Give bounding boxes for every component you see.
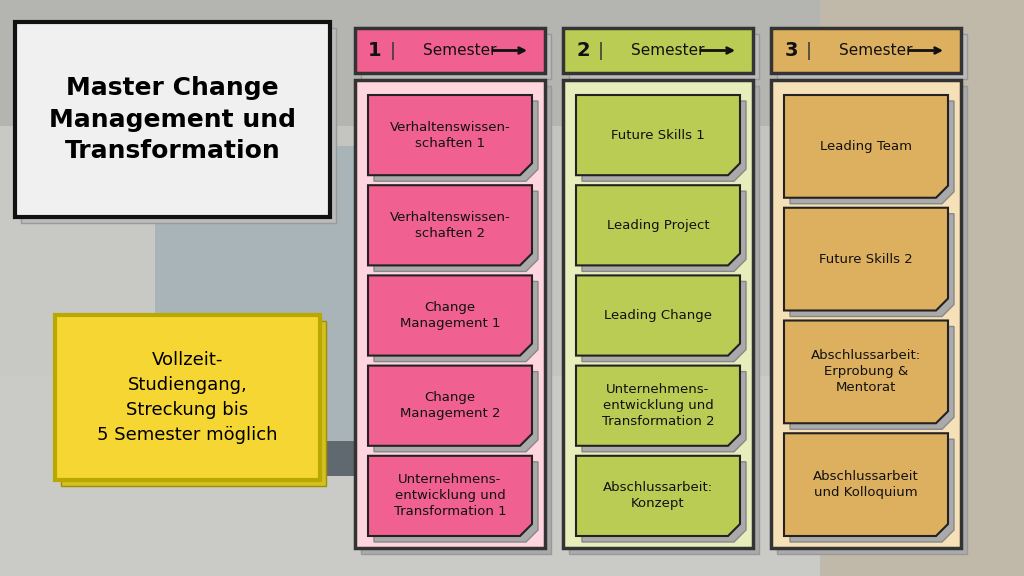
Polygon shape [582,372,746,452]
Text: Future Skills 1: Future Skills 1 [611,128,705,142]
Polygon shape [784,208,948,310]
Text: Semester: Semester [631,43,705,58]
Polygon shape [368,456,532,536]
Bar [355,80,545,548]
Polygon shape [582,191,746,271]
Polygon shape [368,185,532,266]
Text: Leading Project: Leading Project [606,219,710,232]
Bar [569,34,759,79]
Polygon shape [582,462,746,542]
Polygon shape [374,462,538,542]
Bar [777,34,967,79]
Bar [150,471,370,491]
Text: 3: 3 [784,41,798,60]
Bar [61,321,326,486]
Polygon shape [575,366,740,446]
Polygon shape [368,366,532,446]
Polygon shape [790,101,954,204]
Bar [563,80,753,548]
Polygon shape [368,95,532,175]
Text: Leading Change: Leading Change [604,309,712,322]
Polygon shape [784,320,948,423]
Text: 2: 2 [577,41,590,60]
Polygon shape [374,282,538,362]
Bar [361,34,551,79]
Polygon shape [575,95,740,175]
Text: Semester: Semester [423,43,497,58]
Bar [0,376,1024,576]
Text: |: | [598,41,604,59]
Bar [150,226,370,476]
Bar [22,28,336,223]
Text: Unternehmens-
entwicklung und
Transformation 1: Unternehmens- entwicklung und Transforma… [393,473,506,518]
Text: Abschlussarbeit:
Konzept: Abschlussarbeit: Konzept [603,482,713,510]
Bar [361,86,551,554]
Text: Verhaltenswissen-
schaften 1: Verhaltenswissen- schaften 1 [389,120,510,150]
Text: |: | [390,41,396,59]
Bar [55,315,319,480]
Text: Vollzeit-
Studiengang,
Streckung bis
5 Semester möglich: Vollzeit- Studiengang, Streckung bis 5 S… [97,351,278,444]
Polygon shape [575,275,740,355]
Text: Future Skills 2: Future Skills 2 [819,253,912,266]
Bar [155,146,375,446]
Text: Semester: Semester [839,43,912,58]
Polygon shape [790,439,954,542]
Bar [0,0,400,276]
Text: Unternehmens-
entwicklung und
Transformation 2: Unternehmens- entwicklung und Transforma… [602,383,715,428]
Bar [355,28,545,73]
Text: Change
Management 2: Change Management 2 [399,391,501,420]
Text: Abschlussarbeit
und Kolloquium: Abschlussarbeit und Kolloquium [813,470,919,499]
Text: 1: 1 [369,41,382,60]
Polygon shape [790,327,954,429]
Bar [15,22,330,217]
Bar [563,28,753,73]
Bar [777,86,967,554]
Text: Master Change
Management und
Transformation: Master Change Management und Transformat… [49,76,296,163]
Bar [0,0,90,576]
Polygon shape [374,372,538,452]
Bar [820,0,1024,576]
Bar [0,0,1024,126]
Bar [0,0,155,576]
Polygon shape [784,433,948,536]
Polygon shape [374,191,538,271]
Text: Verhaltenswissen-
schaften 2: Verhaltenswissen- schaften 2 [389,211,510,240]
Text: |: | [806,41,812,59]
Bar [771,80,961,548]
Polygon shape [575,185,740,266]
Bar [569,86,759,554]
Polygon shape [582,101,746,181]
Polygon shape [374,101,538,181]
Polygon shape [582,282,746,362]
Text: Leading Team: Leading Team [820,140,912,153]
Polygon shape [784,95,948,198]
Bar [155,441,375,476]
Bar [0,0,200,576]
Polygon shape [790,214,954,316]
Text: Change
Management 1: Change Management 1 [399,301,501,330]
Text: Abschlussarbeit:
Erprobung &
Mentorat: Abschlussarbeit: Erprobung & Mentorat [811,350,921,395]
Polygon shape [368,275,532,355]
Bar [771,28,961,73]
Polygon shape [575,456,740,536]
